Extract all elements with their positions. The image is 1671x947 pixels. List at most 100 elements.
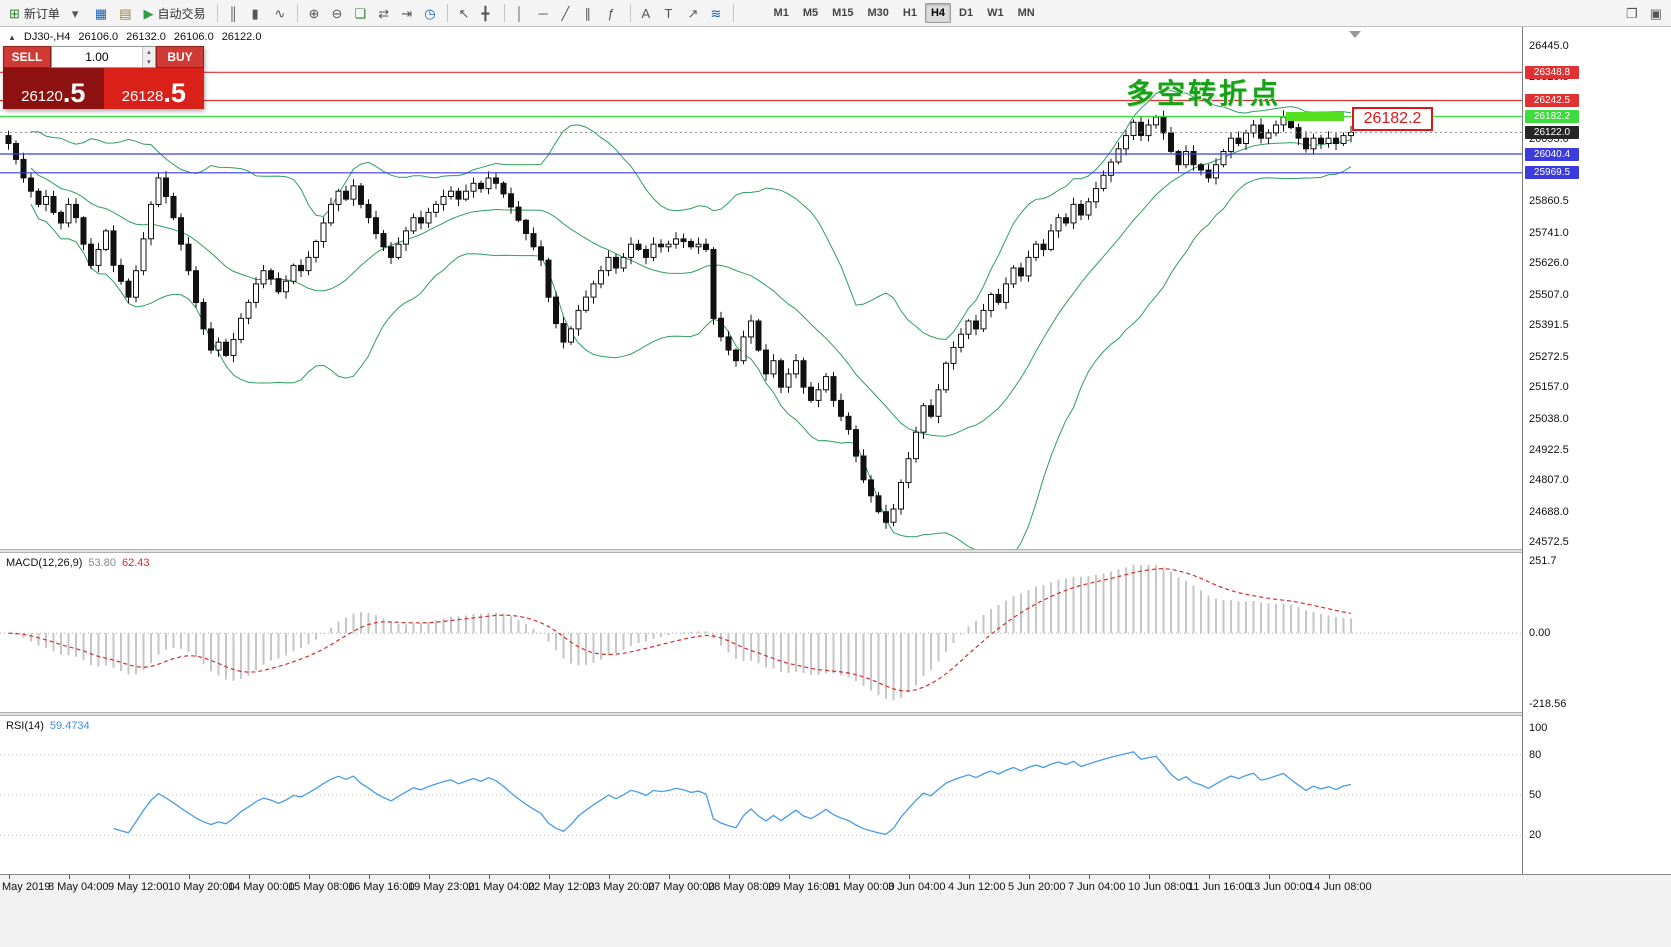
tile-windows-button[interactable]: ❏	[350, 3, 372, 24]
buy-price-pips: .5	[163, 78, 186, 109]
text-icon: A	[641, 5, 651, 21]
rsi-chart-canvas[interactable]	[0, 716, 1522, 874]
charts-window-button[interactable]: ▦	[90, 3, 112, 24]
crosshair-button[interactable]: ╋	[477, 3, 498, 24]
sell-price-display[interactable]: 26120 .5	[3, 68, 104, 109]
timeframe-h4-button[interactable]: H4	[924, 3, 952, 23]
timeframe-m15-button[interactable]: M15	[832, 7, 854, 19]
green-highlight-marker[interactable]	[1286, 112, 1344, 121]
collapse-arrow-icon[interactable]: ▲	[8, 32, 16, 42]
dock-chart-icon: ❐	[1626, 5, 1638, 21]
autotrade-button-label: 自动交易	[157, 6, 206, 21]
time-axis-tick	[488, 875, 490, 879]
volume-input[interactable]	[52, 47, 142, 67]
indicators-button[interactable]: ≋	[706, 3, 727, 24]
rsi-title-text: RSI(14)	[6, 720, 44, 732]
pane-separator[interactable]	[0, 712, 1671, 716]
dock-chart-button[interactable]: ❐	[1621, 3, 1643, 24]
buy-price-display[interactable]: 26128 .5	[103, 68, 204, 109]
spin-down-icon[interactable]: ▾	[142, 57, 155, 67]
spin-up-icon[interactable]: ▴	[142, 47, 155, 57]
zoom-out-button[interactable]: ⊖	[327, 3, 348, 24]
candlestick-chart-button[interactable]: ▮	[247, 3, 268, 24]
indicators-icon: ≋	[710, 5, 722, 21]
auto-scroll-button[interactable]: ⇄	[373, 3, 394, 24]
time-axis-tick	[1268, 875, 1270, 879]
price-axis-label: 25860.5	[1529, 195, 1569, 208]
vertical-line-button[interactable]: │	[511, 3, 532, 24]
time-periods-icon: ◷	[424, 5, 436, 21]
time-axis-label: 14 May 00:00	[228, 881, 295, 893]
time-axis-tick	[788, 875, 790, 879]
time-periods-button[interactable]: ◷	[419, 3, 440, 24]
profiles-button[interactable]: ▤	[114, 3, 136, 24]
pane-separator[interactable]	[0, 549, 1671, 553]
fibonacci-button[interactable]: ƒ	[603, 3, 624, 24]
price-level-badge: 26242.5	[1525, 93, 1579, 107]
axis-divider	[1522, 27, 1523, 874]
price-axis[interactable]: 26445.026329.526095.025860.525741.025626…	[1523, 27, 1671, 874]
zoom-in-button[interactable]: ⊕	[304, 3, 325, 24]
sell-price-main: 26120	[21, 87, 63, 105]
autotrade-button[interactable]: ▶ 自动交易	[139, 3, 211, 24]
toolbar-separator	[503, 4, 505, 22]
time-axis[interactable]: May 2019 8 May 04:00 9 May 12:00 10 May 20:…	[0, 874, 1671, 947]
rsi-scale-label: 20	[1529, 829, 1542, 842]
timeframe-w1-button[interactable]: W1	[987, 7, 1004, 19]
timeframe-m30-button[interactable]: M30	[867, 7, 889, 19]
toolbar-separator	[216, 4, 218, 22]
new-order-dropdown-icon: ▾	[71, 5, 79, 21]
timeframe-m1-button[interactable]: M1	[773, 7, 789, 19]
timeframe-h1-button[interactable]: H1	[902, 7, 917, 19]
timeframe-m5-button[interactable]: M5	[802, 7, 819, 19]
price-callout-label[interactable]: 26182.2	[1352, 107, 1433, 131]
rsi-scale-label: 80	[1529, 748, 1542, 761]
channel-button[interactable]: ∥	[580, 3, 601, 24]
time-axis-label: 15 May 08:00	[288, 881, 355, 893]
timeframe-d1-button[interactable]: D1	[959, 7, 974, 19]
ohlc-low: 26106.0	[173, 31, 214, 43]
fullscreen-icon: ▣	[1649, 5, 1662, 21]
line-chart-icon: ∿	[274, 5, 286, 21]
chart-shift-button[interactable]: ⇥	[396, 3, 417, 24]
symbol-label: DJ30-,H4	[23, 31, 71, 43]
time-axis-tick	[68, 875, 70, 879]
trendline-button[interactable]: ╱	[557, 3, 578, 24]
time-axis-tick	[548, 875, 550, 879]
macd-chart-canvas[interactable]	[0, 553, 1522, 712]
buy-button[interactable]: BUY	[156, 46, 204, 68]
turning-point-annotation[interactable]: 多空转折点	[1126, 77, 1282, 110]
price-axis-label: 24807.0	[1529, 474, 1569, 487]
toolbar-separator	[732, 4, 734, 22]
text-button[interactable]: A	[637, 3, 658, 24]
macd-scale-zero: 0.00	[1529, 627, 1551, 640]
horizontal-line-button[interactable]: ─	[534, 3, 555, 24]
zoom-in-icon: ⊕	[308, 5, 320, 21]
time-axis-label: 23 May 20:00	[588, 881, 655, 893]
time-axis-tick	[1208, 875, 1210, 879]
price-axis-label: 25507.0	[1529, 288, 1569, 301]
chart-shift-icon: ⇥	[401, 5, 413, 21]
horizontal-line-icon: ─	[538, 5, 548, 21]
timeframe-mn-button[interactable]: MN	[1017, 7, 1035, 19]
bar-chart-button[interactable]: ║	[224, 3, 245, 24]
sell-button[interactable]: SELL	[3, 46, 51, 68]
current-price-badge: 26122.0	[1525, 125, 1579, 139]
text-label-button[interactable]: T	[660, 3, 681, 24]
new-order-dropdown[interactable]: ▾	[67, 3, 88, 24]
fullscreen-button[interactable]: ▣	[1645, 3, 1667, 24]
tile-windows-icon: ❏	[354, 5, 367, 21]
line-chart-button[interactable]: ∿	[270, 3, 291, 24]
cursor-button[interactable]: ↖	[454, 3, 475, 24]
time-axis-label: 21 May 04:00	[468, 881, 535, 893]
new-order-button[interactable]: ⊞ 新订单	[4, 3, 65, 24]
main-chart-canvas[interactable]	[0, 27, 1522, 562]
time-axis-tick	[308, 875, 310, 879]
time-axis-label: 28 May 08:00	[708, 881, 775, 893]
buy-price-main: 26128	[121, 87, 164, 105]
price-axis-label: 25038.0	[1529, 412, 1569, 425]
arrows-button[interactable]: ↗	[683, 3, 704, 24]
time-axis-label: 16 May 16:00	[348, 881, 415, 893]
macd-scale-max: 251.7	[1529, 555, 1557, 567]
